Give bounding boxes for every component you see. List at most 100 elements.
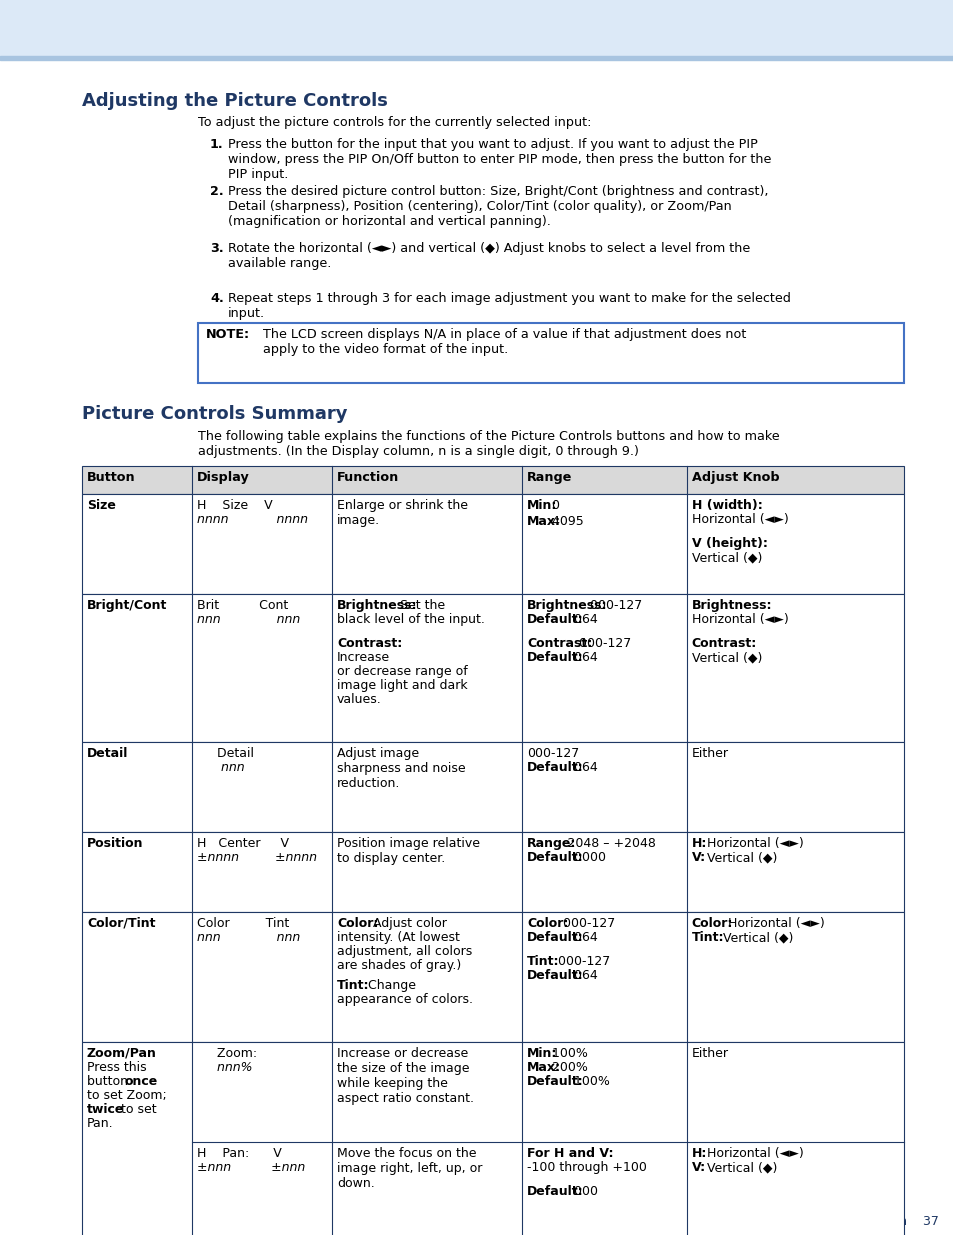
Text: V:: V: bbox=[691, 1161, 705, 1174]
Text: H:: H: bbox=[691, 1147, 706, 1160]
Text: 1.: 1. bbox=[210, 138, 223, 151]
Text: Increase or decrease
the size of the image
while keeping the
aspect ratio consta: Increase or decrease the size of the ima… bbox=[336, 1047, 474, 1105]
Text: Pan.: Pan. bbox=[87, 1116, 113, 1130]
Text: H (width):: H (width): bbox=[691, 499, 761, 513]
Text: H    Size    V: H Size V bbox=[196, 499, 273, 513]
Text: Default:: Default: bbox=[526, 931, 583, 944]
Text: -2048 – +2048: -2048 – +2048 bbox=[558, 837, 656, 850]
Text: intensity. (At lowest: intensity. (At lowest bbox=[336, 931, 459, 944]
Text: 4095: 4095 bbox=[548, 515, 583, 529]
Text: Contrast:: Contrast: bbox=[336, 637, 402, 650]
Text: Adjust image
sharpness and noise
reduction.: Adjust image sharpness and noise reducti… bbox=[336, 747, 465, 790]
Text: Tint:: Tint: bbox=[336, 979, 369, 992]
Text: Press the button for the input that you want to adjust. If you want to adjust th: Press the button for the input that you … bbox=[228, 138, 771, 182]
Text: Contrast:: Contrast: bbox=[691, 637, 757, 650]
Text: Brightness:: Brightness: bbox=[526, 599, 607, 613]
Bar bbox=[0, 56, 953, 61]
Text: Range: Range bbox=[526, 471, 572, 484]
Text: nnn              nnn: nnn nnn bbox=[196, 613, 300, 626]
Text: H   Center     V: H Center V bbox=[196, 837, 289, 850]
Text: Horizontal (◄►): Horizontal (◄►) bbox=[723, 918, 824, 930]
Text: Enlarge or shrink the
image.: Enlarge or shrink the image. bbox=[336, 499, 467, 527]
Text: Move the focus on the
image right, left, up, or
down.: Move the focus on the image right, left,… bbox=[336, 1147, 482, 1191]
Text: nnn: nnn bbox=[196, 761, 244, 774]
Text: Adjusting the Picture Controls: Adjusting the Picture Controls bbox=[82, 91, 388, 110]
Text: Vertical (◆): Vertical (◆) bbox=[702, 851, 776, 864]
Text: Horizontal (◄►): Horizontal (◄►) bbox=[702, 1147, 802, 1160]
Text: 200%: 200% bbox=[548, 1061, 588, 1074]
Text: button: button bbox=[87, 1074, 132, 1088]
Text: The following table explains the functions of the Picture Controls buttons and h: The following table explains the functio… bbox=[197, 430, 779, 458]
Text: Detail: Detail bbox=[196, 747, 253, 760]
Text: Vertical (◆): Vertical (◆) bbox=[702, 1161, 776, 1174]
Bar bbox=[82, 594, 902, 742]
Text: ±nnn          ±nnn: ±nnn ±nnn bbox=[196, 1161, 305, 1174]
Text: 064: 064 bbox=[570, 969, 598, 982]
Text: 100%: 100% bbox=[548, 1047, 588, 1060]
Text: Rotate the horizontal (◄►) and vertical (◆) Adjust knobs to select a level from : Rotate the horizontal (◄►) and vertical … bbox=[228, 242, 749, 270]
Text: Adjust color: Adjust color bbox=[369, 918, 447, 930]
Text: Max:: Max: bbox=[526, 1061, 560, 1074]
Text: nnn              nnn: nnn nnn bbox=[196, 931, 300, 944]
Text: ±nnnn         ±nnnn: ±nnnn ±nnnn bbox=[196, 851, 316, 864]
Text: Change: Change bbox=[363, 979, 416, 992]
Text: Max:: Max: bbox=[526, 515, 560, 529]
Text: V:: V: bbox=[691, 851, 705, 864]
Text: Vertical (◆): Vertical (◆) bbox=[691, 651, 761, 664]
Text: Brightness:: Brightness: bbox=[336, 599, 417, 613]
Text: 4.: 4. bbox=[210, 291, 223, 305]
Bar bbox=[82, 466, 902, 494]
Text: 000-127: 000-127 bbox=[526, 747, 578, 760]
Text: V (height):: V (height): bbox=[691, 537, 767, 550]
Text: 064: 064 bbox=[570, 651, 598, 664]
Text: to set: to set bbox=[117, 1103, 156, 1116]
Text: DVS 510 Series • Operation    37: DVS 510 Series • Operation 37 bbox=[732, 1215, 938, 1228]
Text: Default:: Default: bbox=[526, 1074, 583, 1088]
Text: are shades of gray.): are shades of gray.) bbox=[336, 960, 460, 972]
Text: Press this: Press this bbox=[87, 1061, 147, 1074]
Text: Vertical (◆): Vertical (◆) bbox=[691, 551, 761, 564]
Text: H    Pan:      V: H Pan: V bbox=[196, 1147, 281, 1160]
Text: Press the desired picture control button: Size, Bright/Cont (brightness and cont: Press the desired picture control button… bbox=[228, 185, 767, 228]
Text: 0: 0 bbox=[548, 499, 559, 513]
Text: Adjust Knob: Adjust Knob bbox=[691, 471, 779, 484]
Text: Horizontal (◄►): Horizontal (◄►) bbox=[702, 837, 802, 850]
Text: Vertical (◆): Vertical (◆) bbox=[718, 931, 792, 944]
Text: 3.: 3. bbox=[210, 242, 223, 254]
Text: once: once bbox=[125, 1074, 158, 1088]
Text: Repeat steps 1 through 3 for each image adjustment you want to make for the sele: Repeat steps 1 through 3 for each image … bbox=[228, 291, 790, 320]
Text: To adjust the picture controls for the currently selected input:: To adjust the picture controls for the c… bbox=[197, 116, 591, 128]
Bar bbox=[197, 324, 902, 383]
Text: Default:: Default: bbox=[526, 1186, 583, 1198]
Text: Tint:: Tint: bbox=[691, 931, 723, 944]
Text: Min:: Min: bbox=[526, 1047, 557, 1060]
Text: Horizontal (◄►): Horizontal (◄►) bbox=[691, 613, 788, 626]
Text: Set the: Set the bbox=[395, 599, 445, 613]
Text: Range:: Range: bbox=[526, 837, 576, 850]
Text: Brightness:: Brightness: bbox=[691, 599, 772, 613]
Text: adjustment, all colors: adjustment, all colors bbox=[336, 945, 472, 958]
Text: nnn%: nnn% bbox=[196, 1061, 253, 1074]
Text: Contrast:: Contrast: bbox=[526, 637, 592, 650]
Text: Color:: Color: bbox=[526, 918, 568, 930]
Text: Either: Either bbox=[691, 1047, 728, 1060]
Text: Color:: Color: bbox=[336, 918, 378, 930]
Text: Position image relative
to display center.: Position image relative to display cente… bbox=[336, 837, 479, 864]
Text: H:: H: bbox=[691, 837, 706, 850]
Text: Picture Controls Summary: Picture Controls Summary bbox=[82, 405, 347, 424]
Text: 064: 064 bbox=[570, 613, 598, 626]
Text: Bright/Cont: Bright/Cont bbox=[87, 599, 167, 613]
Text: Default:: Default: bbox=[526, 613, 583, 626]
Text: 064: 064 bbox=[570, 761, 598, 774]
Text: The LCD screen displays N/A in place of a value if that adjustment does not
appl: The LCD screen displays N/A in place of … bbox=[263, 329, 745, 356]
Text: 000: 000 bbox=[570, 1186, 598, 1198]
Text: Tint:: Tint: bbox=[526, 955, 558, 968]
Bar bbox=[82, 832, 902, 911]
Text: Display: Display bbox=[196, 471, 250, 484]
Text: 000-127: 000-127 bbox=[554, 955, 610, 968]
Text: nnnn            nnnn: nnnn nnnn bbox=[196, 513, 308, 526]
Text: Default:: Default: bbox=[526, 761, 583, 774]
Text: values.: values. bbox=[336, 693, 381, 706]
Text: Either: Either bbox=[691, 747, 728, 760]
Text: twice: twice bbox=[87, 1103, 124, 1116]
